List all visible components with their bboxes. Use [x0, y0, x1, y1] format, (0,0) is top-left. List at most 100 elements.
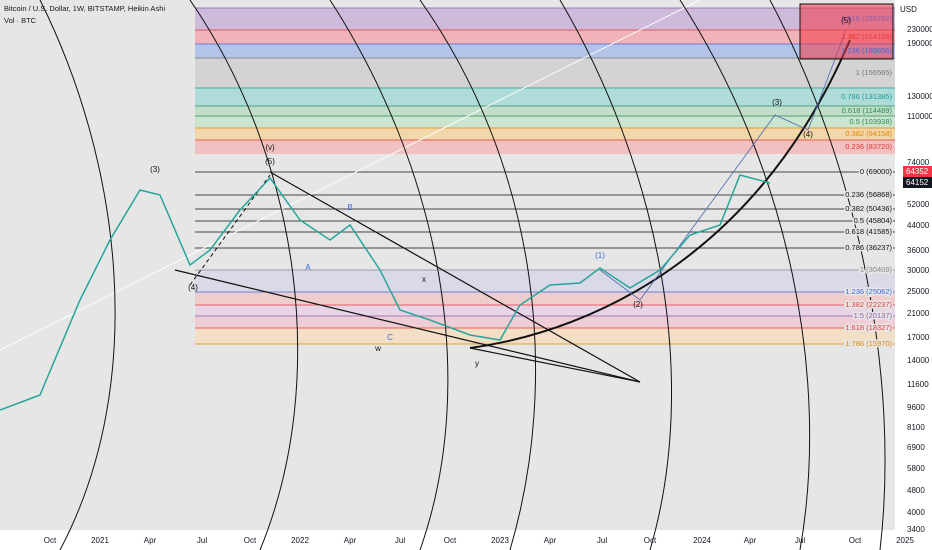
time-tick-label: Jul — [597, 536, 607, 545]
time-tick-label: 2025 — [896, 536, 914, 545]
price-tick-label: 17000 — [907, 333, 930, 342]
price-tick-label: 230000 — [907, 25, 932, 34]
price-tick-label: 190000 — [907, 39, 932, 48]
fib-band — [195, 316, 895, 328]
fib-band — [195, 305, 895, 316]
wave-label: w — [374, 344, 381, 353]
price-tick-label: 4800 — [907, 486, 925, 495]
price-path — [0, 174, 771, 411]
time-axis-panel — [0, 530, 895, 550]
wave-label: (v) — [265, 143, 275, 152]
time-tick-label: Apr — [344, 536, 357, 545]
price-tick-label: 44000 — [907, 221, 930, 230]
parabolic-curve — [469, 39, 851, 349]
wave-label: (4) — [803, 130, 813, 139]
price-tick-label: 36000 — [907, 246, 930, 255]
arc — [419, 0, 537, 550]
wave-label: (5) — [841, 16, 851, 25]
price-tick-label: 74000 — [907, 158, 930, 167]
fib-band — [195, 58, 895, 88]
time-tick-label: Apr — [544, 536, 557, 545]
price-tick-label: 9600 — [907, 403, 925, 412]
fib-band — [195, 106, 895, 116]
wedge-line — [269, 171, 641, 383]
fib-label: 1.382 (22237) — [845, 300, 892, 309]
price-tick-label: 3400 — [907, 525, 925, 534]
price-tick-label: 5800 — [907, 464, 925, 473]
time-tick-label: 2024 — [693, 536, 711, 545]
wave-label: (2) — [633, 300, 643, 309]
last-price: 64352 — [906, 167, 929, 176]
symbol-title: Bitcoin / U.S. Dollar, 1W, BITSTAMP, Hei… — [4, 4, 165, 13]
wave-label: (3) — [772, 98, 782, 107]
fib-label: 1.618 (259782) — [841, 14, 892, 23]
time-tick-label: Oct — [849, 536, 862, 545]
price-tick-label: 130000 — [907, 92, 932, 101]
arc — [769, 0, 886, 550]
fib-label: 0.786 (36237) — [845, 243, 892, 252]
fib-label: 1.618 (18327) — [845, 323, 892, 332]
price-tick-label: 4000 — [907, 508, 925, 517]
wave-label: x — [422, 275, 426, 284]
wave-label: C — [387, 333, 393, 342]
fib-band — [195, 8, 895, 30]
fib-label: 1 (30409) — [860, 265, 893, 274]
wave-label: (1) — [595, 251, 605, 260]
time-tick-label: Oct — [244, 536, 257, 545]
fib-band — [195, 128, 895, 140]
fib-label: 0.5 (45804) — [854, 216, 893, 225]
fib-label: 1 (156565) — [856, 68, 893, 77]
wedge-line — [469, 347, 641, 383]
price-tick-label: 14000 — [907, 356, 930, 365]
price-tick-label: 8100 — [907, 423, 925, 432]
time-tick-label: 2023 — [491, 536, 509, 545]
fib-band — [195, 270, 895, 292]
wave-label: A — [305, 263, 311, 272]
last-close: 64152 — [906, 178, 929, 187]
drawings — [0, 0, 894, 550]
last-price-tag — [903, 166, 932, 177]
fib-band — [195, 328, 895, 344]
fib-label: 0.5 (103938) — [849, 117, 892, 126]
wave-label: (4) — [188, 283, 198, 292]
time-tick-label: Apr — [144, 536, 157, 545]
wave-label: B — [347, 203, 352, 212]
fib-label: 0.618 (114489) — [842, 106, 893, 115]
price-unit: USD — [900, 5, 917, 14]
volume-label: Vol · BTC — [4, 16, 37, 25]
wave-label: (5) — [265, 157, 275, 166]
price-tick-label: 21000 — [907, 309, 930, 318]
arc — [329, 0, 449, 550]
arc — [679, 0, 811, 550]
time-tick-label: Apr — [744, 536, 757, 545]
fib-band — [195, 44, 895, 58]
price-tick-label: 30000 — [907, 266, 930, 275]
fib-band — [195, 116, 895, 128]
arc — [39, 0, 116, 550]
time-tick-label: 2022 — [291, 536, 309, 545]
fib-label: 0.382 (94158) — [845, 129, 892, 138]
fib-label: 0.236 (56868) — [845, 190, 892, 199]
fib-label: 0 (69000) — [860, 167, 893, 176]
target-box — [799, 3, 894, 60]
fib-label: 0.618 (41585) — [845, 227, 892, 236]
fib-band — [195, 292, 895, 305]
fib-label: 1.5 (20137) — [854, 311, 893, 320]
time-tick-label: Oct — [444, 536, 457, 545]
price-axis-panel — [895, 0, 932, 550]
projection — [599, 29, 847, 301]
time-tick-label: Jul — [795, 536, 805, 545]
fib-label: 0.236 (83720) — [845, 142, 892, 151]
fib-label: 1.236 (189956) — [841, 46, 892, 55]
price-tick-label: 11600 — [907, 380, 929, 389]
time-tick-label: Jul — [197, 536, 207, 545]
arc — [189, 0, 299, 550]
time-tick-label: 2021 — [91, 536, 109, 545]
trend-line — [0, 0, 701, 351]
fib-bands — [195, 7, 895, 345]
fib-label: 1.382 (214106) — [841, 32, 892, 41]
price-tick-label: 25000 — [907, 287, 930, 296]
fib-label: 1.786 (15970) — [845, 339, 892, 348]
fib-band — [195, 88, 895, 106]
